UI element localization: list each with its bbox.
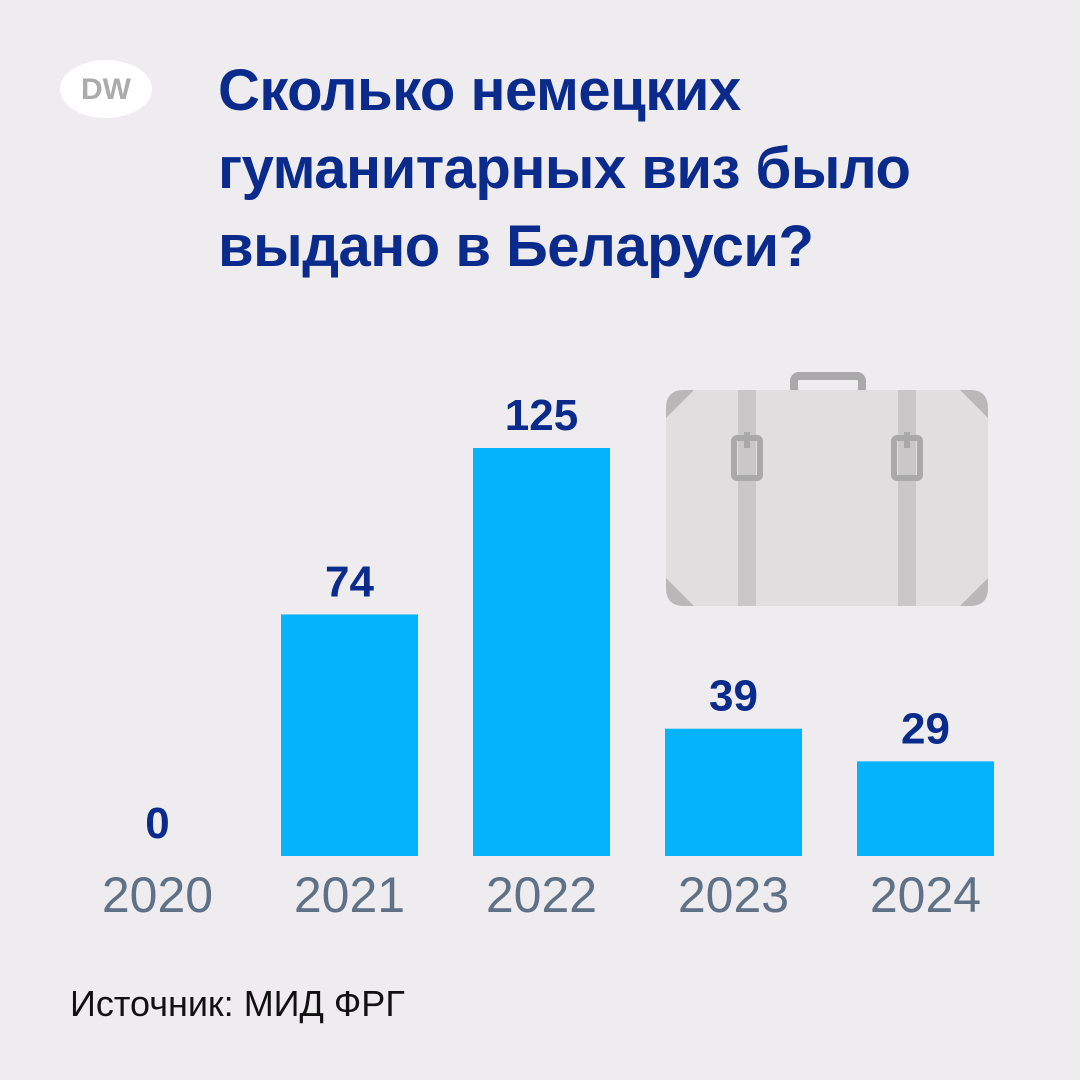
source-note: Источник: МИД ФРГ [70,983,405,1024]
value-label-2021: 74 [325,557,374,606]
suitcase-icon [666,372,988,606]
bar-2022 [473,448,610,856]
category-label-2024: 2024 [870,867,981,923]
dw-logo: DW [60,60,152,118]
dw-logo-text: DW [81,73,132,106]
bar-2023 [665,728,802,856]
category-label-2020: 2020 [102,867,213,923]
category-label-2022: 2022 [486,867,597,923]
title-line-3: выдано в Беларуси? [218,214,814,279]
category-label-2023: 2023 [678,867,789,923]
category-label-2021: 2021 [294,867,405,923]
chart-title: Сколько немецких гуманитарных виз было в… [218,52,1038,286]
value-label-2024: 29 [901,704,950,753]
value-label-2023: 39 [709,672,758,721]
value-label-2022: 125 [505,391,578,440]
title-line-2: гуманитарных виз было [218,136,911,201]
bar-2024 [857,761,994,856]
bar-2021 [281,614,418,856]
value-label-2020: 0 [145,799,169,848]
title-line-1: Сколько немецких [218,58,741,123]
